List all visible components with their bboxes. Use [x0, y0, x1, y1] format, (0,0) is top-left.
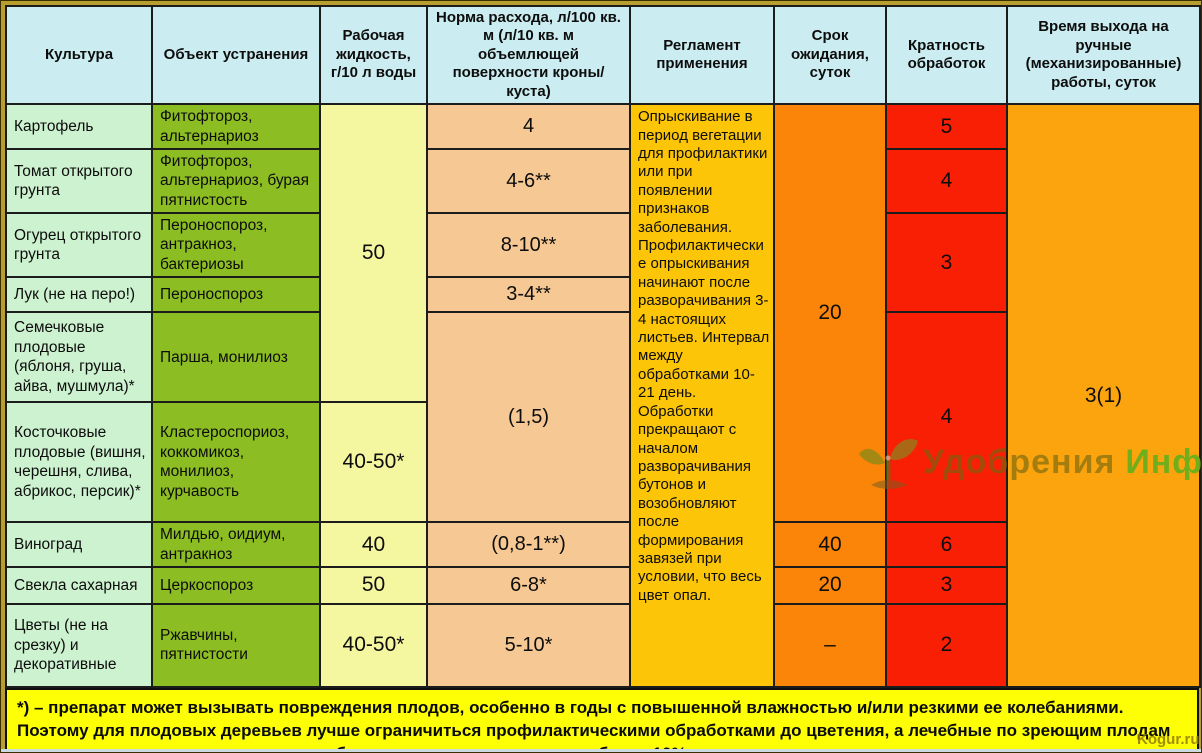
cell-regulation-text: Опрыскивание в период вегетации для проф… [629, 103, 775, 688]
pesticide-application-table: Культура Объект устранения Рабочая жидко… [5, 4, 1201, 688]
cell-culture-sugar-beet: Свекла сахарная [5, 565, 153, 605]
cell-culture-potato: Картофель [5, 103, 153, 150]
cell-liquid-grape: 40 [319, 521, 428, 568]
header-consumption-rate: Норма расхода, л/100 кв. м (л/10 кв. м о… [426, 4, 631, 106]
cell-multiplicity-grape: 6 [885, 521, 1008, 568]
cell-object-cucumber: Пероноспороз, антракноз, бактериозы [151, 212, 321, 279]
cell-multiplicity-tomato: 4 [885, 147, 1008, 215]
table-row: Лук (не на перо!) Пероноспороз 3-4** [5, 276, 1200, 314]
table-row: Виноград Милдью, оидиум, антракноз 40 (0… [5, 521, 1200, 568]
cell-liquid-flowers: 40-50* [319, 602, 428, 688]
header-working-liquid: Рабочая жидкость, г/10 л воды [319, 4, 428, 106]
cell-rate-potato: 4 [426, 103, 631, 150]
cell-liquid-stone-fruits: 40-50* [319, 401, 428, 524]
cell-object-sugar-beet: Церкоспороз [151, 565, 321, 605]
cell-rate-flowers: 5-10* [426, 602, 631, 688]
cell-waiting-grape: 40 [773, 521, 887, 568]
cell-culture-onion: Лук (не на перо!) [5, 276, 153, 314]
header-treatment-multiplicity: Кратность обработок [885, 4, 1008, 106]
cell-multiplicity-sugar-beet: 3 [885, 565, 1008, 605]
cell-object-tomato: Фитофтороз, альтернариоз, бурая пятнисто… [151, 147, 321, 215]
footnote-line-2: Поэтому для плодовых деревьев лучше огра… [17, 720, 1171, 740]
cell-object-onion: Пероноспороз [151, 276, 321, 314]
cell-culture-flowers: Цветы (не на срезку) и декоративные [5, 602, 153, 688]
cell-waiting-flowers: – [773, 602, 887, 688]
footnote-line-3: проводить, если степень развития заболев… [17, 742, 1189, 752]
header-exit-time: Время выхода на ручные (механизированные… [1006, 4, 1201, 106]
cell-waiting-sugar-beet: 20 [773, 565, 887, 605]
cell-culture-tomato: Томат открытого грунта [5, 147, 153, 215]
cell-waiting-rows1-6: 20 [773, 103, 887, 524]
cell-rate-sugar-beet: 6-8* [426, 565, 631, 605]
header-waiting-period: Срок ожидания, суток [773, 4, 887, 106]
table-row: Огурец открытого грунта Пероноспороз, ан… [5, 212, 1200, 314]
cell-liquid-sugar-beet: 50 [319, 565, 428, 605]
header-object: Объект устранения [151, 4, 321, 106]
cell-culture-cucumber: Огурец открытого грунта [5, 212, 153, 279]
table-row: Косточковые плодовые (вишня, черешня, сл… [5, 401, 1200, 524]
header-row: Культура Объект устранения Рабочая жидко… [5, 4, 1201, 106]
cell-multiplicity-flowers: 2 [885, 602, 1008, 688]
cell-multiplicity-rows5-6: 4 [885, 311, 1008, 524]
cell-rate-cucumber: 8-10** [426, 212, 631, 279]
cell-culture-stone-fruits: Косточковые плодовые (вишня, черешня, сл… [5, 401, 153, 524]
footnote-line-1: *) – препарат может вызывать повреждения… [17, 697, 1124, 717]
cell-culture-grape: Виноград [5, 521, 153, 568]
cell-object-pome-fruits: Парша, монилиоз [151, 311, 321, 404]
cell-object-flowers: Ржавчины, пятнистости [151, 602, 321, 688]
header-culture: Культура [5, 4, 153, 106]
table-row: Томат открытого грунта Фитофтороз, альте… [5, 147, 1200, 215]
cell-rate-tomato: 4-6** [426, 147, 631, 215]
cell-rate-onion: 3-4** [426, 276, 631, 314]
cell-rate-rows5-6: (1,5) [426, 311, 631, 524]
bottom-edge-strip [1, 749, 1201, 752]
table-row: Свекла сахарная Церкоспороз 50 6-8* 20 3 [5, 565, 1200, 605]
cell-multiplicity-potato: 5 [885, 103, 1008, 150]
cell-object-potato: Фитофтороз, альтернариоз [151, 103, 321, 150]
cell-culture-pome-fruits: Семечковые плодовые (яблоня, груша, айва… [5, 311, 153, 404]
cell-rate-grape: (0,8-1**) [426, 521, 631, 568]
cell-multiplicity-rows3-4: 3 [885, 212, 1008, 314]
footnotes-panel: *) – препарат может вызывать повреждения… [5, 687, 1199, 752]
cell-object-grape: Милдью, оидиум, антракноз [151, 521, 321, 568]
cell-exit-time: 3(1) [1006, 103, 1201, 688]
table-row: Цветы (не на срезку) и декоративные Ржав… [5, 602, 1200, 688]
header-regulation: Регламент применения [629, 4, 775, 106]
table-row: Картофель Фитофтороз, альтернариоз 50 4 … [5, 103, 1201, 688]
cell-object-stone-fruits: Кластероспориоз, коккомикоз, монилиоз, к… [151, 401, 321, 524]
cell-liquid-rows1-5: 50 [319, 103, 428, 404]
